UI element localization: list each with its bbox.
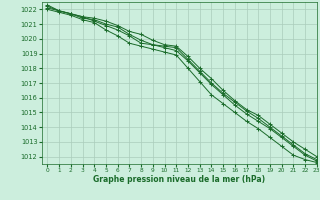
X-axis label: Graphe pression niveau de la mer (hPa): Graphe pression niveau de la mer (hPa) bbox=[93, 175, 265, 184]
